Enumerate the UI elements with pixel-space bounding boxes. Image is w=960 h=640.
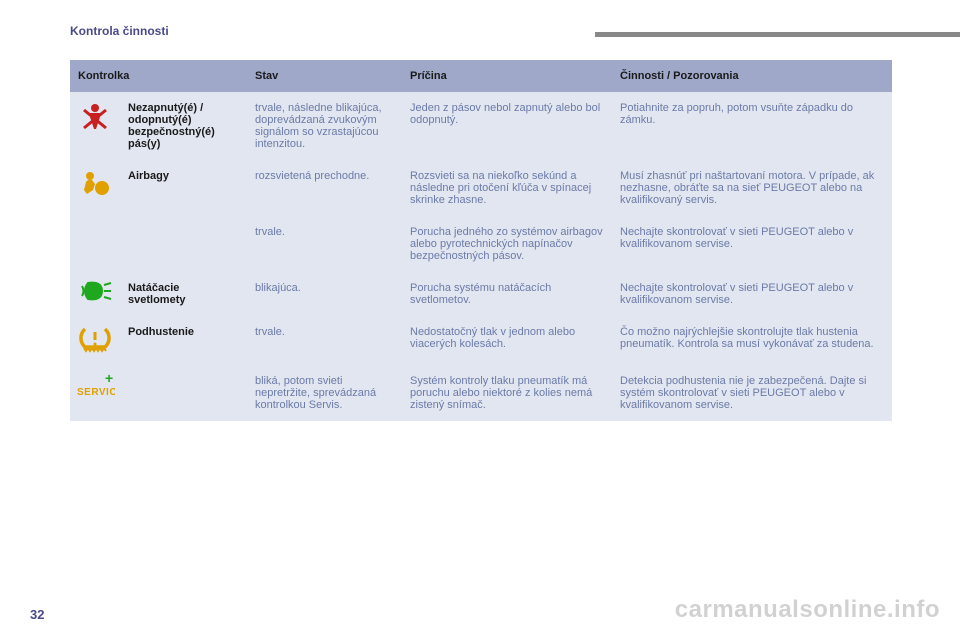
row-pricina: Porucha jedného zo systémov airbagov ale…	[402, 216, 612, 272]
table-row: Podhustenie trvale. Nedostatočný tlak v …	[70, 316, 892, 365]
row-cinnosti: Potiahnite za popruh, potom vsuňte západ…	[612, 92, 892, 160]
col-stav: Stav	[247, 60, 402, 92]
row-cinnosti: Nechajte skontrolovať v sieti PEUGEOT al…	[612, 216, 892, 272]
col-kontrolka: Kontrolka	[70, 60, 247, 92]
svg-text:+: +	[105, 373, 113, 386]
watermark: carmanualsonline.info	[675, 596, 940, 624]
airbag-icon	[78, 168, 112, 205]
row-cinnosti: Detekcia podhustenia nie je zabezpečená.…	[612, 365, 892, 421]
col-cinnosti: Činnosti / Pozorovania	[612, 60, 892, 92]
seatbelt-icon	[78, 100, 112, 137]
header-line	[595, 32, 960, 37]
icon-cell: + SERVICE	[70, 365, 120, 421]
row-cinnosti: Musí zhasnúť pri naštartovaní motora. V …	[612, 160, 892, 216]
icon-cell	[70, 316, 120, 365]
icon-cell	[70, 92, 120, 160]
col-pricina: Príčina	[402, 60, 612, 92]
row-label: Nezapnutý(é) / odopnutý(é) bezpečnostný(…	[120, 92, 247, 160]
row-stav: trvale.	[247, 316, 402, 365]
table-row: Natáčacie svetlomety blikajúca. Porucha …	[70, 272, 892, 316]
warning-lights-table: Kontrolka Stav Príčina Činnosti / Pozoro…	[70, 60, 892, 421]
tpms-icon	[78, 324, 112, 357]
row-pricina: Jeden z pásov nebol zapnutý alebo bol od…	[402, 92, 612, 160]
table-row: Airbagy rozsvietená prechodne. Rozsvieti…	[70, 160, 892, 216]
row-stav: bliká, potom svieti nepretržite, sprevád…	[247, 365, 402, 421]
svg-text:SERVICE: SERVICE	[77, 387, 115, 398]
row-stav: rozsvietená prechodne.	[247, 160, 402, 216]
icon-cell	[70, 272, 120, 316]
row-pricina: Porucha systému natáčacích svetlometov.	[402, 272, 612, 316]
row-label: Airbagy	[120, 160, 247, 272]
row-pricina: Rozsvieti sa na niekoľko sekúnd a násled…	[402, 160, 612, 216]
table-header-row: Kontrolka Stav Príčina Činnosti / Pozoro…	[70, 60, 892, 92]
page-number: 32	[30, 607, 44, 622]
headlight-icon	[78, 280, 112, 305]
table-row: Nezapnutý(é) / odopnutý(é) bezpečnostný(…	[70, 92, 892, 160]
section-title: Kontrola činnosti	[70, 24, 169, 38]
row-stav: blikajúca.	[247, 272, 402, 316]
row-pricina: Systém kontroly tlaku pneumatík má poruc…	[402, 365, 612, 421]
row-stav: trvale, následne blikajúca, doprevádzaná…	[247, 92, 402, 160]
service-icon: + SERVICE	[75, 373, 115, 402]
row-cinnosti: Nechajte skontrolovať v sieti PEUGEOT al…	[612, 272, 892, 316]
row-label: Podhustenie	[120, 316, 247, 421]
row-cinnosti: Čo možno najrýchlejšie skontrolujte tlak…	[612, 316, 892, 365]
row-stav: trvale.	[247, 216, 402, 272]
row-label: Natáčacie svetlomety	[120, 272, 247, 316]
icon-cell	[70, 160, 120, 272]
row-pricina: Nedostatočný tlak v jednom alebo viacerý…	[402, 316, 612, 365]
